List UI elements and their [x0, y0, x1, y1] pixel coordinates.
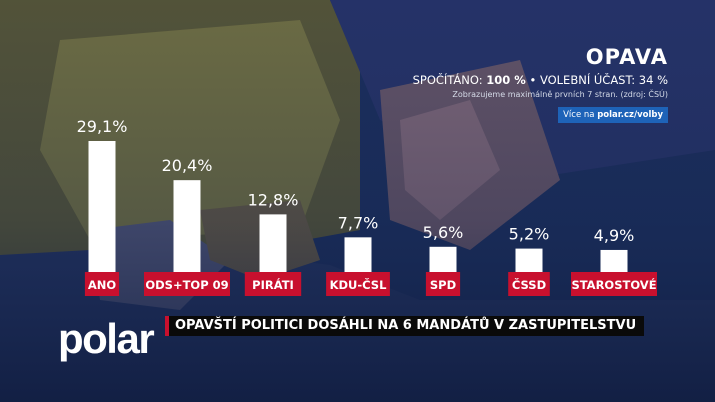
bar-ods-top-09: [173, 180, 201, 272]
value-label-pir-ti: 12,8%: [248, 190, 299, 209]
counted-label: SPOČÍTÁNO:: [412, 73, 483, 87]
bar-spd: [429, 246, 457, 272]
bar-kdu-sl: [344, 237, 372, 272]
results-link[interactable]: Více na polar.cz/volby: [558, 107, 668, 123]
bar-ano: [88, 141, 116, 272]
source-note: Zobrazujeme maximálně prvních 7 stran. (…: [452, 90, 668, 99]
link-prefix: Více na: [563, 110, 595, 120]
value-label-ods-top-09: 20,4%: [162, 156, 213, 175]
results-header: OPAVA SPOČÍTÁNO: 100 % • VOLEBNÍ ÚČAST: …: [413, 44, 668, 123]
category-label--ssd: ČSSD: [512, 277, 546, 292]
category-label-pir-ti: PIRÁTI: [252, 277, 294, 292]
category-tag-kdu-sl: [326, 272, 390, 296]
stats-separator: •: [529, 73, 537, 87]
value-label--ssd: 5,2%: [509, 225, 550, 244]
value-label-ano: 29,1%: [77, 117, 128, 136]
category-tag--ssd: [508, 272, 550, 296]
polar-logo: polar: [58, 315, 155, 362]
region-title: OPAVA: [585, 45, 668, 69]
link-url: polar.cz/volby: [597, 110, 663, 120]
stats-line: SPOČÍTÁNO: 100 % • VOLEBNÍ ÚČAST: 34 %: [413, 72, 668, 88]
category-tag-spd: [425, 272, 461, 296]
category-label-spd: SPD: [430, 278, 456, 292]
value-label-starostov-: 4,9%: [594, 226, 635, 245]
counted-value: 100 %: [486, 73, 526, 87]
category-label-kdu-sl: KDU-ČSL: [330, 277, 388, 292]
bar--ssd: [515, 248, 543, 272]
turnout-value: 34 %: [638, 73, 668, 87]
category-tag-starostov-: [571, 272, 657, 296]
category-label-ods-top-09: ODS+TOP 09: [145, 278, 228, 292]
bar-pir-ti: [259, 214, 287, 272]
bar-starostov-: [600, 249, 628, 272]
category-tag-ods-top-09: [144, 272, 230, 296]
category-tag-ano: [84, 272, 120, 296]
category-tag-pir-ti: [244, 272, 302, 296]
value-label-kdu-sl: 7,7%: [338, 213, 379, 232]
category-label-ano: ANO: [88, 278, 117, 292]
headline-bar: OPAVŠTÍ POLITICI DOSÁHLI NA 6 MANDÁTŮ V …: [165, 316, 645, 336]
value-label-spd: 5,6%: [423, 223, 464, 242]
category-label-starostov-: STAROSTOVÉ: [571, 277, 656, 292]
turnout-label: VOLEBNÍ ÚČAST:: [539, 73, 636, 87]
